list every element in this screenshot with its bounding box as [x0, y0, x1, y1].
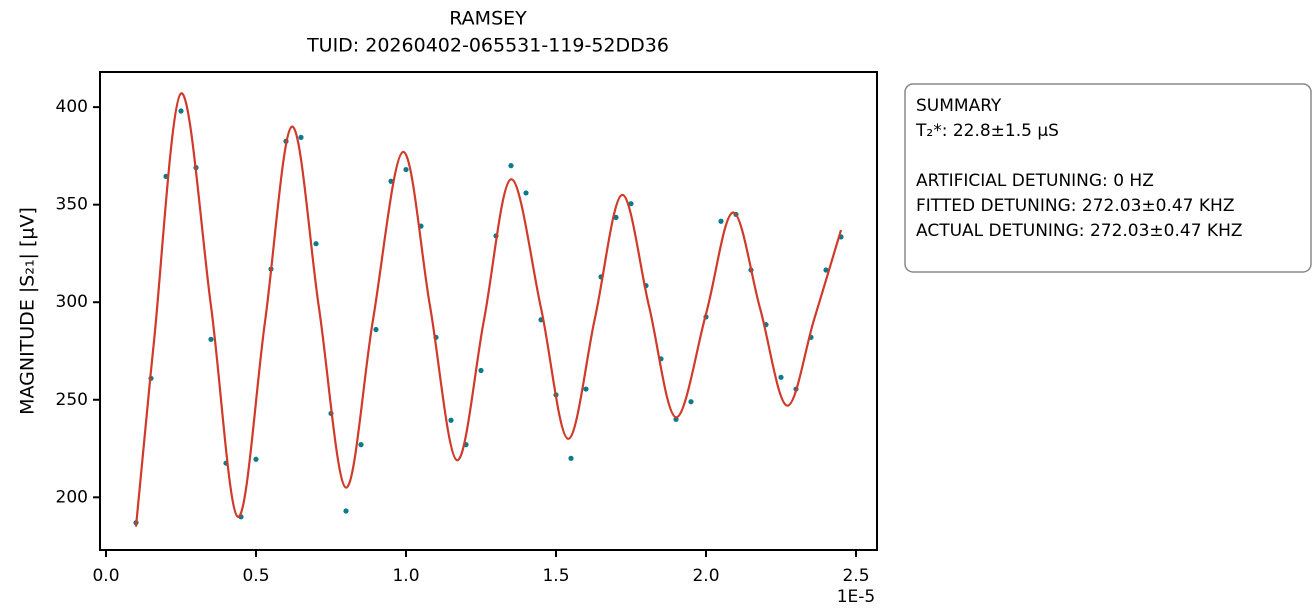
y-tick-label: 200 [56, 487, 88, 507]
x-tick-label: 0.5 [242, 566, 269, 586]
y-tick-label: 400 [56, 97, 88, 117]
data-point [343, 508, 349, 514]
fit-line [134, 92, 843, 527]
data-point [583, 386, 589, 392]
data-point [478, 367, 484, 374]
y-tick-label: 300 [56, 292, 88, 312]
data-point [373, 326, 379, 333]
x-tick-label: 0.0 [92, 566, 119, 586]
y-axis-label: MAGNITUDE |S₂₁| [µV] [17, 207, 39, 415]
chart-title: RAMSEY [449, 8, 527, 30]
summary-line: FITTED DETUNING: 272.03±0.47 KHZ [916, 196, 1234, 216]
x-tick-label: 2.0 [692, 566, 719, 586]
x-tick-label: 1.0 [392, 566, 419, 586]
data-point [358, 442, 364, 448]
data-point [688, 399, 694, 405]
data-point [718, 218, 724, 224]
data-point [628, 201, 634, 207]
plot-frame [99, 71, 878, 551]
data-point [778, 374, 784, 380]
chart-subtitle: TUID: 20260402-065531-119-52DD36 [306, 35, 669, 57]
y-tick-label: 350 [56, 195, 88, 215]
x-offset-label: 1E-5 [837, 587, 876, 607]
data-point [523, 190, 529, 196]
data-point [253, 456, 259, 462]
summary-box [904, 83, 1312, 273]
x-tick-label: 2.5 [842, 566, 869, 586]
summary-line: ARTIFICIAL DETUNING: 0 HZ [916, 171, 1154, 191]
data-point [208, 336, 214, 342]
summary-line: T₂*: 22.8±1.5 µS [915, 121, 1059, 141]
data-point [403, 166, 409, 173]
data-point [568, 455, 574, 461]
data-point [508, 163, 514, 169]
data-point [448, 417, 454, 423]
summary-line: ACTUAL DETUNING: 272.03±0.47 KHZ [916, 221, 1243, 241]
data-point [313, 241, 319, 247]
y-tick-label: 250 [56, 390, 88, 410]
data-point [298, 134, 304, 140]
summary-line: SUMMARY [916, 96, 1002, 116]
x-tick-label: 1.5 [542, 566, 569, 586]
data-point [178, 108, 184, 114]
data-point [823, 267, 829, 273]
